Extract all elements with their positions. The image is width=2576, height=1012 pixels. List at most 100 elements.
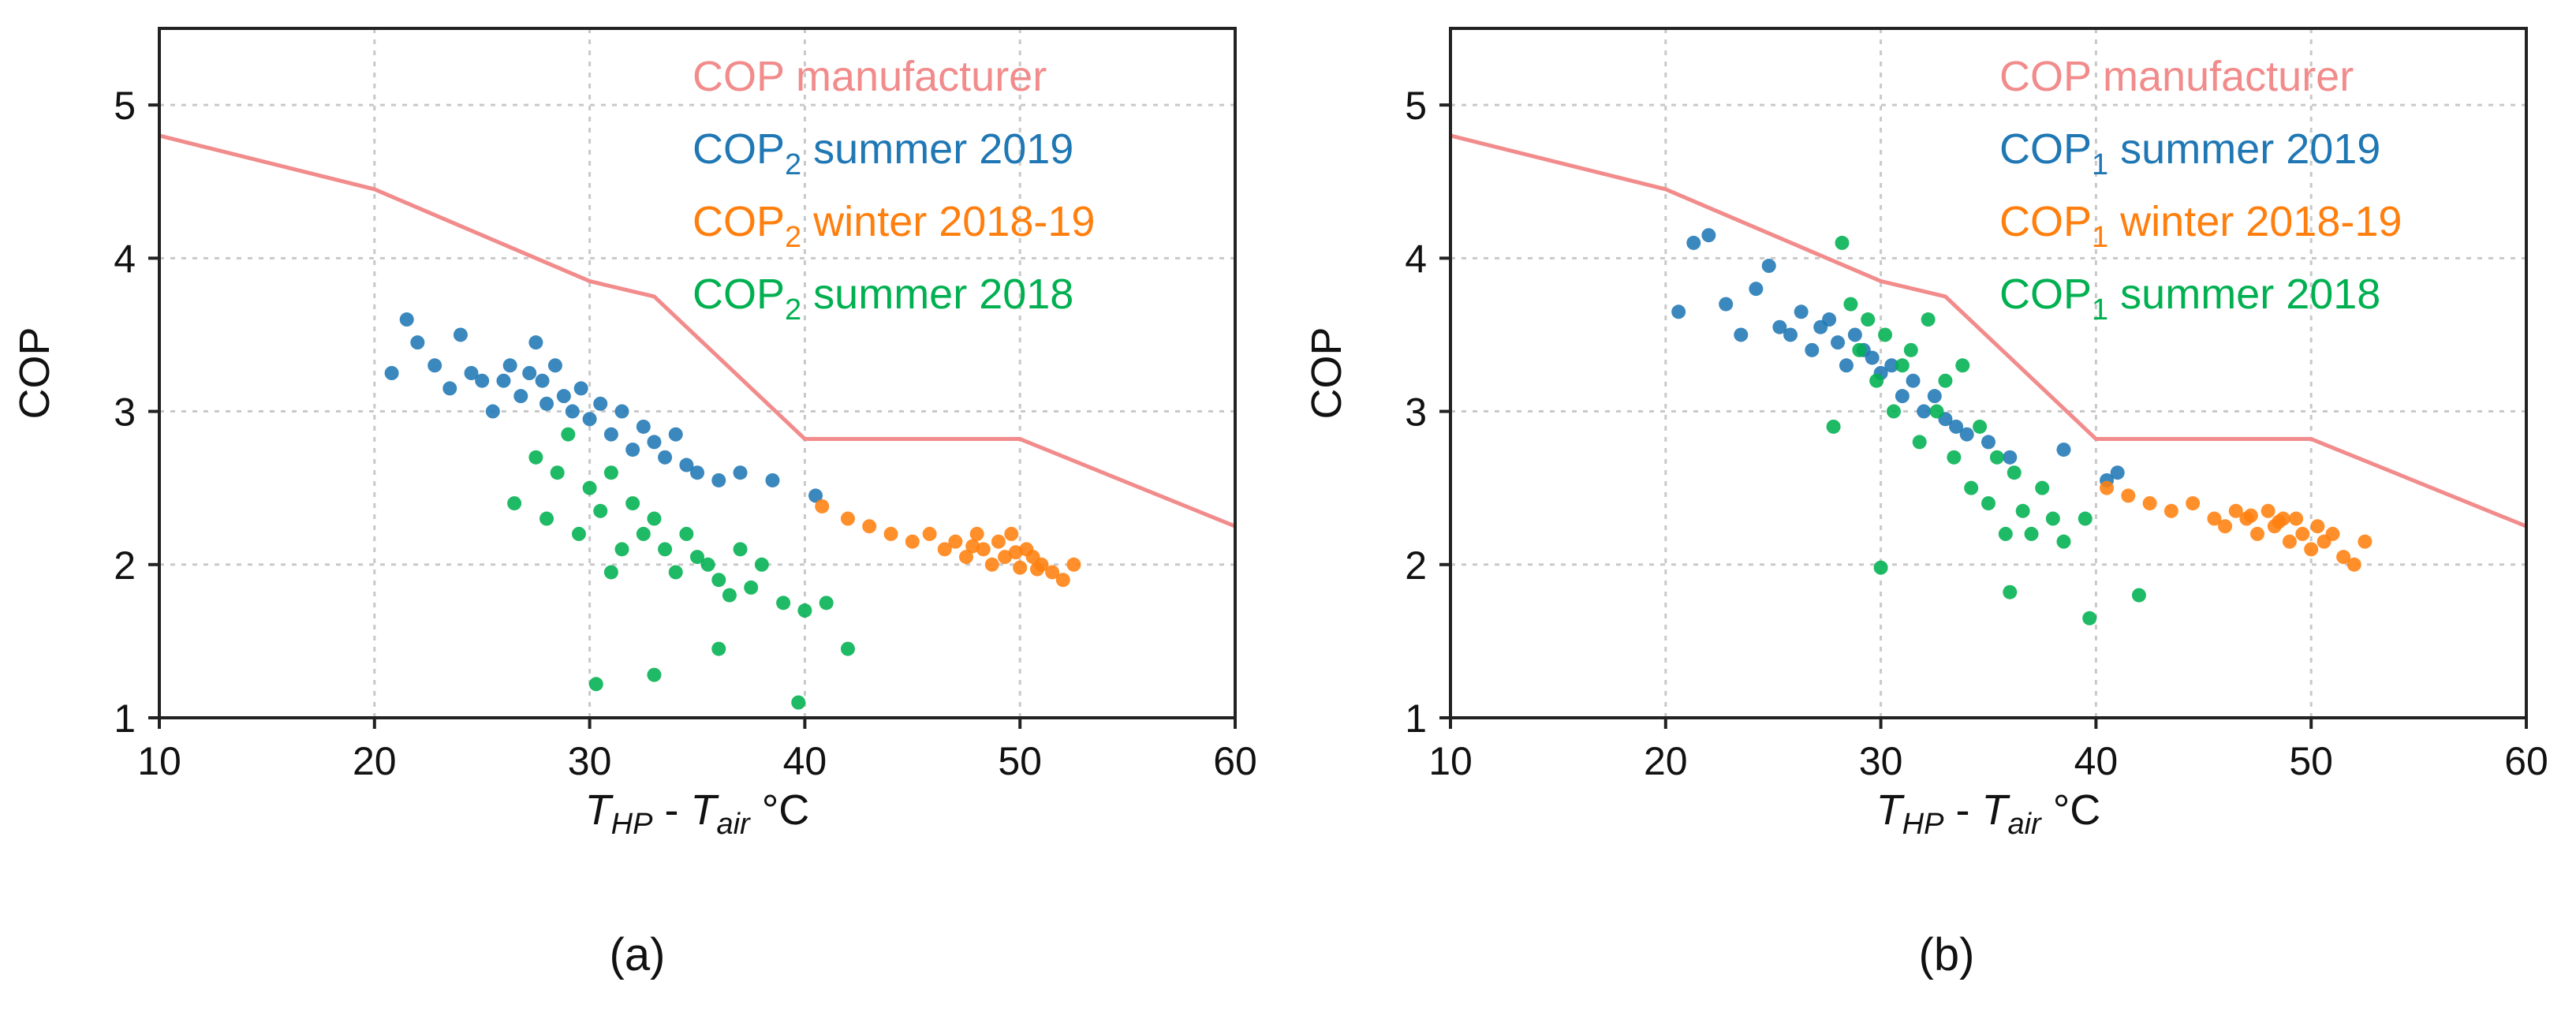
data-point: [603, 427, 618, 442]
data-point: [2289, 511, 2304, 526]
data-point: [690, 465, 704, 480]
data-point: [711, 641, 726, 656]
data-point: [998, 550, 1013, 565]
x-tick-label: 50: [998, 739, 1042, 783]
data-point: [969, 526, 984, 541]
data-point: [2250, 526, 2264, 541]
data-point: [1004, 526, 1019, 541]
legend-prefix: COP: [693, 198, 785, 245]
x-axis-label: THP - Tair °C: [1876, 786, 2101, 841]
y-tick-label: 3: [114, 390, 136, 435]
data-point: [1686, 235, 1701, 250]
x-tick-label: 40: [783, 739, 827, 783]
data-point: [502, 358, 517, 373]
data-point: [582, 412, 597, 427]
data-point: [1947, 450, 1962, 465]
data-point: [905, 534, 920, 549]
data-point: [690, 550, 704, 565]
data-point: [668, 565, 683, 580]
data-point: [539, 511, 554, 526]
data-point: [1761, 259, 1776, 274]
data-point: [561, 427, 576, 442]
data-point: [1886, 404, 1901, 419]
legend-prefix: COP: [1999, 271, 2092, 318]
data-point: [840, 641, 855, 656]
data-point: [2078, 511, 2093, 526]
data-point: [700, 557, 715, 572]
data-point: [647, 511, 662, 526]
data-point: [2121, 488, 2136, 503]
data-point: [1964, 480, 1979, 495]
data-point: [1783, 327, 1798, 342]
data-point: [2056, 443, 2071, 457]
legend-subscript: 2: [785, 148, 801, 181]
x-tick-label: 60: [1213, 739, 1257, 783]
plot-frame: [1449, 27, 2528, 719]
data-point: [647, 435, 662, 450]
data-point: [2003, 584, 2018, 599]
data-point: [614, 404, 629, 419]
legend-entry-manufacturer: COP manufacturer: [1999, 53, 2354, 100]
data-point: [550, 465, 565, 480]
legend-suffix: summer 2018: [2108, 271, 2380, 318]
data-point: [2131, 588, 2146, 603]
data-point: [528, 335, 543, 350]
legend-suffix: summer 2018: [801, 271, 1073, 318]
data-point: [2295, 526, 2310, 541]
x-label-t1: T: [585, 786, 614, 834]
data-point: [765, 472, 780, 487]
data-point: [1671, 304, 1686, 319]
data-point: [658, 450, 673, 465]
data-point: [1839, 358, 1854, 373]
legend-entry-2: COP1 winter 2018-19: [1999, 198, 2402, 254]
data-point: [1843, 297, 1858, 312]
data-point: [840, 511, 855, 526]
data-point: [1903, 342, 1918, 357]
data-point: [1895, 389, 1910, 404]
data-point: [2346, 557, 2361, 572]
y-tick-label: 4: [1405, 237, 1427, 281]
x-label-mid: -: [1943, 786, 1981, 834]
data-point: [1772, 319, 1787, 334]
data-point: [1794, 304, 1809, 319]
data-point: [1873, 560, 1888, 575]
legend-suffix: summer 2019: [2108, 125, 2380, 173]
data-point: [384, 366, 399, 380]
x-label-unit: °C: [750, 786, 810, 834]
legend-prefix: COP: [1999, 198, 2092, 245]
x-label-sub2: air: [716, 808, 751, 841]
data-point: [427, 358, 442, 373]
data-point: [791, 695, 806, 710]
data-point: [453, 327, 468, 342]
data-point: [1835, 235, 1850, 250]
series-3: [507, 427, 855, 710]
legend-subscript: 1: [2092, 293, 2108, 327]
data-point: [1734, 327, 1749, 342]
data-point: [808, 488, 823, 503]
data-point: [625, 443, 640, 457]
data-point: [1822, 312, 1837, 327]
panel-caption: (b): [1919, 929, 1975, 980]
data-point: [1912, 435, 1927, 450]
data-point: [399, 312, 414, 327]
data-point: [593, 396, 608, 411]
legend-entry-1: COP1 summer 2019: [1999, 125, 2380, 181]
data-point: [1917, 404, 1932, 419]
data-point: [2082, 611, 2097, 625]
y-tick-label: 1: [1405, 696, 1427, 741]
data-point: [636, 419, 651, 434]
data-point: [1981, 435, 1995, 450]
data-point: [442, 381, 457, 396]
data-point: [2163, 503, 2178, 518]
data-point: [711, 573, 726, 588]
data-point: [722, 588, 737, 603]
data-point: [603, 565, 618, 580]
data-point: [1066, 557, 1081, 572]
data-point: [1030, 562, 1045, 577]
data-point: [1938, 373, 1953, 388]
data-point: [2358, 534, 2373, 549]
legend-entry-1: COP2 summer 2019: [693, 125, 1073, 181]
x-label-t1: T: [1876, 786, 1906, 834]
data-point: [2272, 514, 2287, 529]
